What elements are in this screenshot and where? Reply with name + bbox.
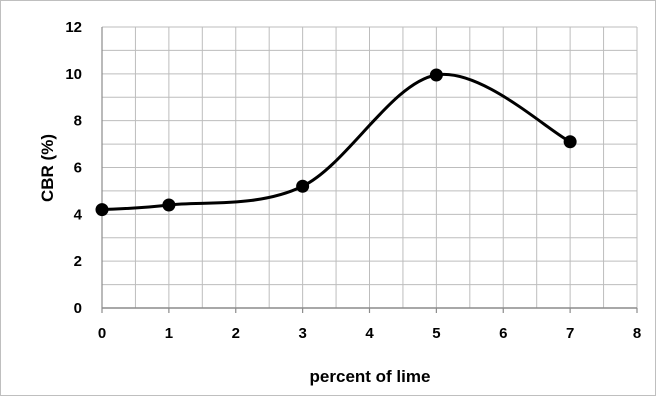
x-tick-label: 5: [432, 325, 440, 342]
x-tick-label: 2: [232, 325, 240, 342]
y-tick-label: 10: [65, 66, 82, 83]
x-tick-label: 6: [499, 325, 507, 342]
x-tick-label: 8: [633, 325, 641, 342]
series-line: [100, 72, 572, 212]
x-tick-label: 7: [566, 325, 574, 342]
y-tick-label: 4: [74, 206, 83, 223]
x-axis-title: percent of lime: [310, 367, 431, 386]
series: [95, 68, 577, 217]
x-tick-label: 1: [165, 325, 173, 342]
y-tick-label: 2: [74, 253, 82, 270]
x-tick-label: 3: [298, 325, 306, 342]
y-tick-label: 12: [65, 19, 82, 36]
y-tick-label: 8: [74, 113, 82, 130]
x-tick-label: 0: [98, 325, 106, 342]
data-point: [429, 68, 443, 82]
x-tick-label: 4: [365, 325, 374, 342]
y-tick-label: 6: [74, 160, 82, 177]
y-tick-label: 0: [74, 300, 82, 317]
data-point: [95, 203, 109, 217]
data-point: [162, 198, 176, 212]
grid: [102, 26, 638, 308]
y-axis-title: CBR (%): [38, 134, 57, 202]
data-point: [563, 135, 577, 149]
axes: [101, 27, 638, 313]
data-point: [296, 179, 310, 193]
